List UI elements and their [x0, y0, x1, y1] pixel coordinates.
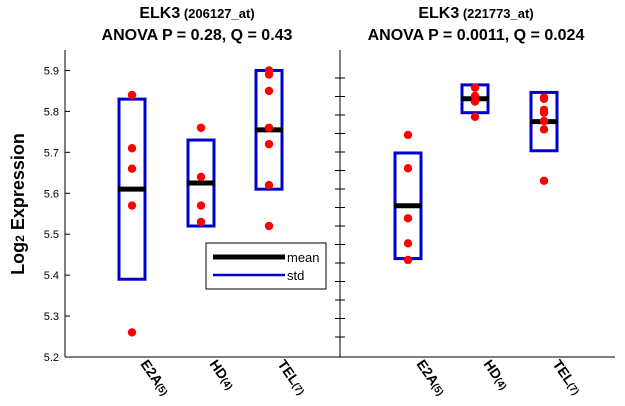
panel2-e2a-point	[403, 255, 413, 265]
panel2-marks	[393, 83, 559, 265]
y-axis-label-rest: Expression	[8, 133, 28, 235]
panel1-tel-point	[264, 221, 274, 231]
panel1-title-line1: ELK3 (206127_at)	[139, 5, 254, 22]
panel1-y-tick-label: 5.7	[44, 147, 59, 159]
legend-mean-label: mean	[287, 250, 320, 265]
panel2-hd-category-label: HD(4)	[481, 357, 513, 393]
panel2-title-line1: ELK3 (221773_at)	[418, 5, 533, 22]
panel1-e2a-point	[127, 90, 137, 100]
panel1-tel-category-label: TEL(7)	[275, 357, 310, 398]
panel1-hd-category-label: HD(4)	[207, 357, 239, 393]
panel1-e2a-category-label: E2A(5)	[138, 357, 174, 399]
panel2-e2a-point	[403, 239, 413, 248]
panel2-e2a-point	[403, 164, 413, 173]
panel1-hd-point	[196, 201, 206, 210]
panel2-title-line2: ANOVA P = 0.0011, Q = 0.024	[368, 27, 585, 44]
panel1-y-ticks: 5.2 5.3 5.4 5.5 5.6 5.7 5.8 5.9	[44, 65, 70, 364]
panel2-e2a-point	[403, 130, 413, 140]
panel1-e2a-point	[127, 164, 137, 173]
panel1-title-line2: ANOVA P = 0.28, Q = 0.43	[102, 27, 293, 44]
panel2-tel-point	[539, 125, 549, 134]
panel1-hd-point	[196, 172, 206, 182]
panel1-e2a-point	[127, 201, 137, 210]
panel2-tel-point	[539, 116, 549, 126]
panel1-hd-point	[196, 123, 206, 132]
panel1-y-tick-label: 5.8	[44, 106, 59, 118]
panel1-gene: ELK3	[139, 5, 180, 22]
panel2-hd-point	[470, 97, 480, 106]
panel2-e2a-point	[403, 214, 413, 223]
panel1-categories: E2A(5) HD(4) TEL(7)	[138, 357, 310, 399]
panel1-tel-point	[264, 86, 274, 96]
panel1-y-tick-label: 5.5	[44, 229, 59, 241]
panel2-tel-point	[539, 108, 549, 117]
panel2-hd-point	[470, 112, 480, 122]
legend: mean std	[205, 242, 327, 290]
panel2-e2a-category-label: E2A(5)	[414, 357, 450, 399]
panel1-tel-point	[264, 123, 274, 132]
panel1-marks	[117, 66, 284, 337]
panel1-hd-point	[196, 217, 206, 227]
panel1-y-tick-label: 5.4	[44, 270, 59, 282]
y-axis-label: Log2 Expression	[8, 133, 28, 275]
panel1-y-tick-label: 5.6	[44, 188, 59, 200]
panel2-gene: ELK3	[418, 5, 459, 22]
panel1-y-tick-label: 5.9	[44, 65, 59, 77]
legend-box	[205, 242, 327, 290]
panel2-probe: (221773_at)	[459, 6, 533, 21]
panel1-probe: (206127_at)	[180, 6, 254, 21]
panel1-y-tick-label: 5.3	[44, 311, 59, 323]
panel2-categories: E2A(5) HD(4) TEL(7)	[414, 357, 585, 399]
y-axis-label-main: Log	[8, 242, 28, 275]
panel1-y-tick-label: 5.2	[44, 352, 59, 364]
panel2-hd-point	[470, 83, 480, 92]
legend-std-label: std	[287, 268, 304, 283]
panel1-tel-point	[264, 70, 274, 79]
panel1-tel-point	[264, 139, 274, 149]
panel1-tel-point	[264, 180, 274, 190]
panel1-e2a-point	[127, 328, 137, 337]
panel1-e2a-point	[127, 144, 137, 153]
panel2-tel-point	[539, 176, 549, 185]
panel2-tel-category-label: TEL(7)	[550, 357, 585, 398]
y-axis-label-subscript: 2	[13, 235, 27, 242]
panel2-y-ticks	[335, 77, 345, 338]
panel2-tel-point	[539, 94, 549, 103]
